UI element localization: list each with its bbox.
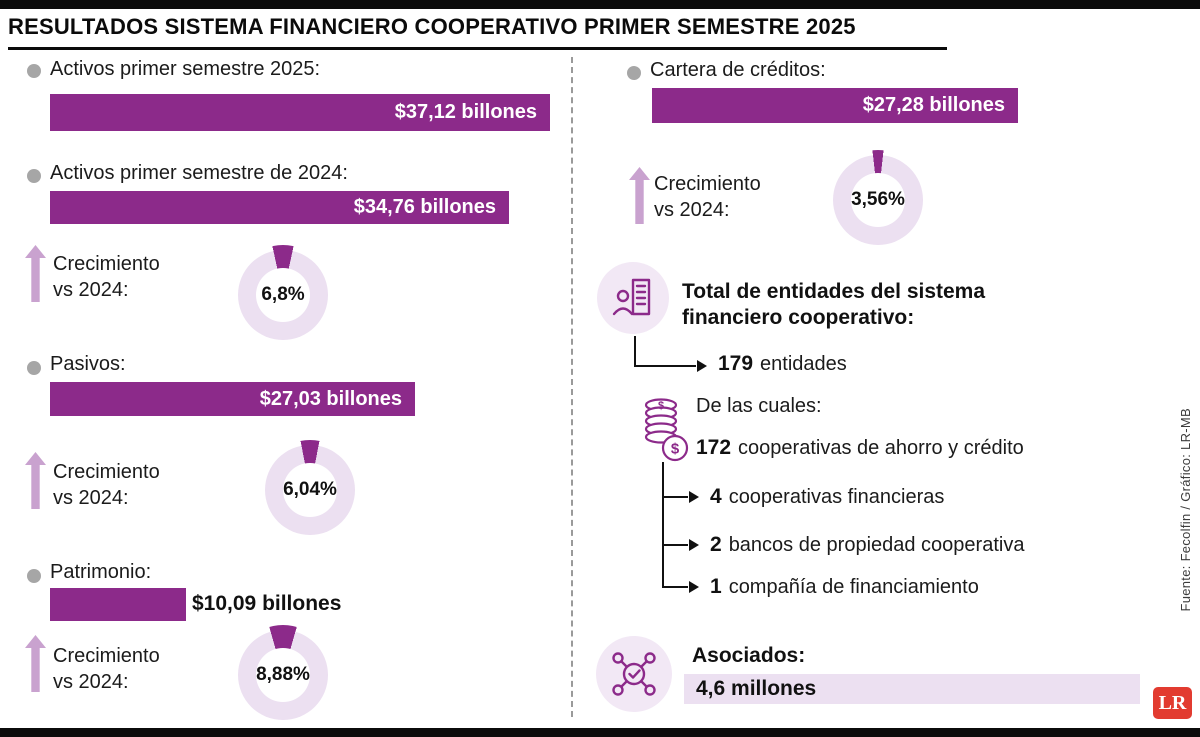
entities-connector-vertical (634, 336, 636, 367)
coins-icon: $ $ (644, 398, 689, 462)
asociados-icon-circle (596, 636, 672, 712)
asociados-label: Asociados: (692, 644, 806, 667)
breakdown-item-3-text: compañía de financiamiento (728, 576, 979, 598)
breakdown-vertical-line (662, 462, 664, 588)
growth-pasivos-donut: 6,04% (260, 440, 360, 540)
entities-icon-circle (597, 262, 669, 334)
patrimonio-bar (50, 588, 186, 621)
breakdown-item-2-number: 2 (710, 533, 722, 556)
growth-pasivos-label: Crecimiento vs 2024: (53, 459, 160, 511)
donut-hole (283, 463, 337, 517)
growth-cartera-label-line2: vs 2024: (654, 199, 730, 221)
entities-main-item: 172 cooperativas de ahorro y crédito (696, 436, 1024, 460)
bottom-border (0, 728, 1200, 737)
column-separator (571, 57, 573, 717)
growth-pasivos-label-line2: vs 2024: (53, 487, 129, 509)
cartera-value: $27,28 billones (862, 94, 1005, 116)
growth-patrimonio-donut: 8,88% (233, 625, 333, 725)
growth-cartera-donut: 3,56% (828, 150, 928, 250)
patrimonio-label: Patrimonio: (50, 561, 152, 583)
growth-cartera-value: 3,56% (851, 189, 905, 210)
breakdown-item-3: 1 compañía de financiamiento (710, 575, 979, 599)
entities-title: Total de entidades del sistema financier… (682, 279, 985, 331)
growth-activos-value: 6,8% (261, 284, 305, 305)
growth-activos-donut: 6,8% (233, 245, 333, 345)
bullet-activos-2025 (27, 64, 41, 78)
activos-2024-label: Activos primer semestre de 2024: (50, 162, 348, 184)
entities-icon (612, 278, 651, 316)
entities-total-text: entidades (760, 353, 847, 375)
cartera-bar: $27,28 billones (652, 88, 1018, 123)
entities-connector-horizontal (634, 365, 696, 367)
growth-activos-label-line1: Crecimiento (53, 253, 160, 275)
entities-total-number: 179 (718, 352, 754, 375)
growth-cartera-label-line1: Crecimiento (654, 173, 761, 195)
entities-arrowhead (697, 360, 707, 372)
donut-hole (851, 173, 905, 227)
activos-2025-value: $37,12 billones (394, 101, 537, 123)
asociados-value: 4,6 millones (696, 677, 817, 700)
title-underline (8, 47, 947, 50)
growth-patrimonio-value: 8,88% (256, 664, 310, 685)
bullet-pasivos (27, 361, 41, 375)
pasivos-label: Pasivos: (50, 353, 126, 375)
growth-activos-label-line2: vs 2024: (53, 279, 129, 301)
pasivos-bar: $27,03 billones (50, 382, 415, 416)
breakdown-stub-3 (662, 586, 688, 588)
entities-main-text: cooperativas de ahorro y crédito (738, 437, 1024, 459)
svg-text:$: $ (671, 441, 680, 458)
breakdown-arrowhead-1 (689, 491, 699, 503)
pasivos-value: $27,03 billones (259, 387, 402, 410)
growth-up-arrow-pasivos (25, 452, 46, 509)
growth-patrimonio-label-line2: vs 2024: (53, 671, 129, 693)
activos-2025-label: Activos primer semestre 2025: (50, 58, 321, 80)
growth-cartera-label: Crecimiento vs 2024: (654, 171, 761, 223)
growth-pasivos-value: 6,04% (283, 479, 337, 500)
patrimonio-value: $10,09 billones (192, 592, 342, 615)
entities-total: 179 entidades (718, 352, 847, 376)
cartera-label: Cartera de créditos: (650, 59, 826, 81)
source-credit: Fuente: Fecolfin / Gráfico: LR-MB (1178, 408, 1193, 612)
donut-hole (256, 648, 310, 702)
activos-2025-bar: $37,12 billones (50, 94, 550, 131)
bullet-activos-2024 (27, 169, 41, 183)
breakdown-stub-1 (662, 496, 688, 498)
breakdown-item-1: 4 cooperativas financieras (710, 485, 944, 509)
asociados-network-icon (612, 652, 656, 696)
lr-logo: LR (1153, 687, 1192, 719)
entities-title-line2: financiero cooperativo: (682, 306, 915, 329)
activos-2024-value: $34,76 billones (353, 196, 496, 218)
breakdown-item-3-number: 1 (710, 575, 722, 598)
delascuales-label: De las cuales: (696, 395, 822, 417)
bullet-patrimonio (27, 569, 41, 583)
breakdown-item-2-text: bancos de propiedad cooperativa (728, 534, 1025, 556)
activos-2024-bar: $34,76 billones (50, 191, 509, 224)
donut-hole (256, 268, 310, 322)
growth-patrimonio-label: Crecimiento vs 2024: (53, 643, 160, 695)
growth-patrimonio-label-line1: Crecimiento (53, 645, 160, 667)
breakdown-item-2: 2 bancos de propiedad cooperativa (710, 533, 1024, 557)
asociados-value-bar: 4,6 millones (684, 674, 1140, 704)
svg-text:$: $ (658, 400, 664, 412)
growth-up-arrow-cartera (629, 167, 650, 224)
breakdown-item-1-number: 4 (710, 485, 722, 508)
breakdown-arrowhead-2 (689, 539, 699, 551)
growth-activos-label: Crecimiento vs 2024: (53, 251, 160, 303)
breakdown-arrowhead-3 (689, 581, 699, 593)
entities-main-number: 172 (696, 436, 732, 459)
breakdown-stub-2 (662, 544, 688, 546)
growth-pasivos-label-line1: Crecimiento (53, 461, 160, 483)
entities-title-line1: Total de entidades del sistema (682, 280, 986, 303)
growth-up-arrow-activos (25, 245, 46, 302)
top-border (0, 0, 1200, 9)
page-title: RESULTADOS SISTEMA FINANCIERO COOPERATIV… (8, 14, 856, 39)
breakdown-item-1-text: cooperativas financieras (728, 486, 945, 508)
growth-up-arrow-patrimonio (25, 635, 46, 692)
bullet-cartera (627, 66, 641, 80)
